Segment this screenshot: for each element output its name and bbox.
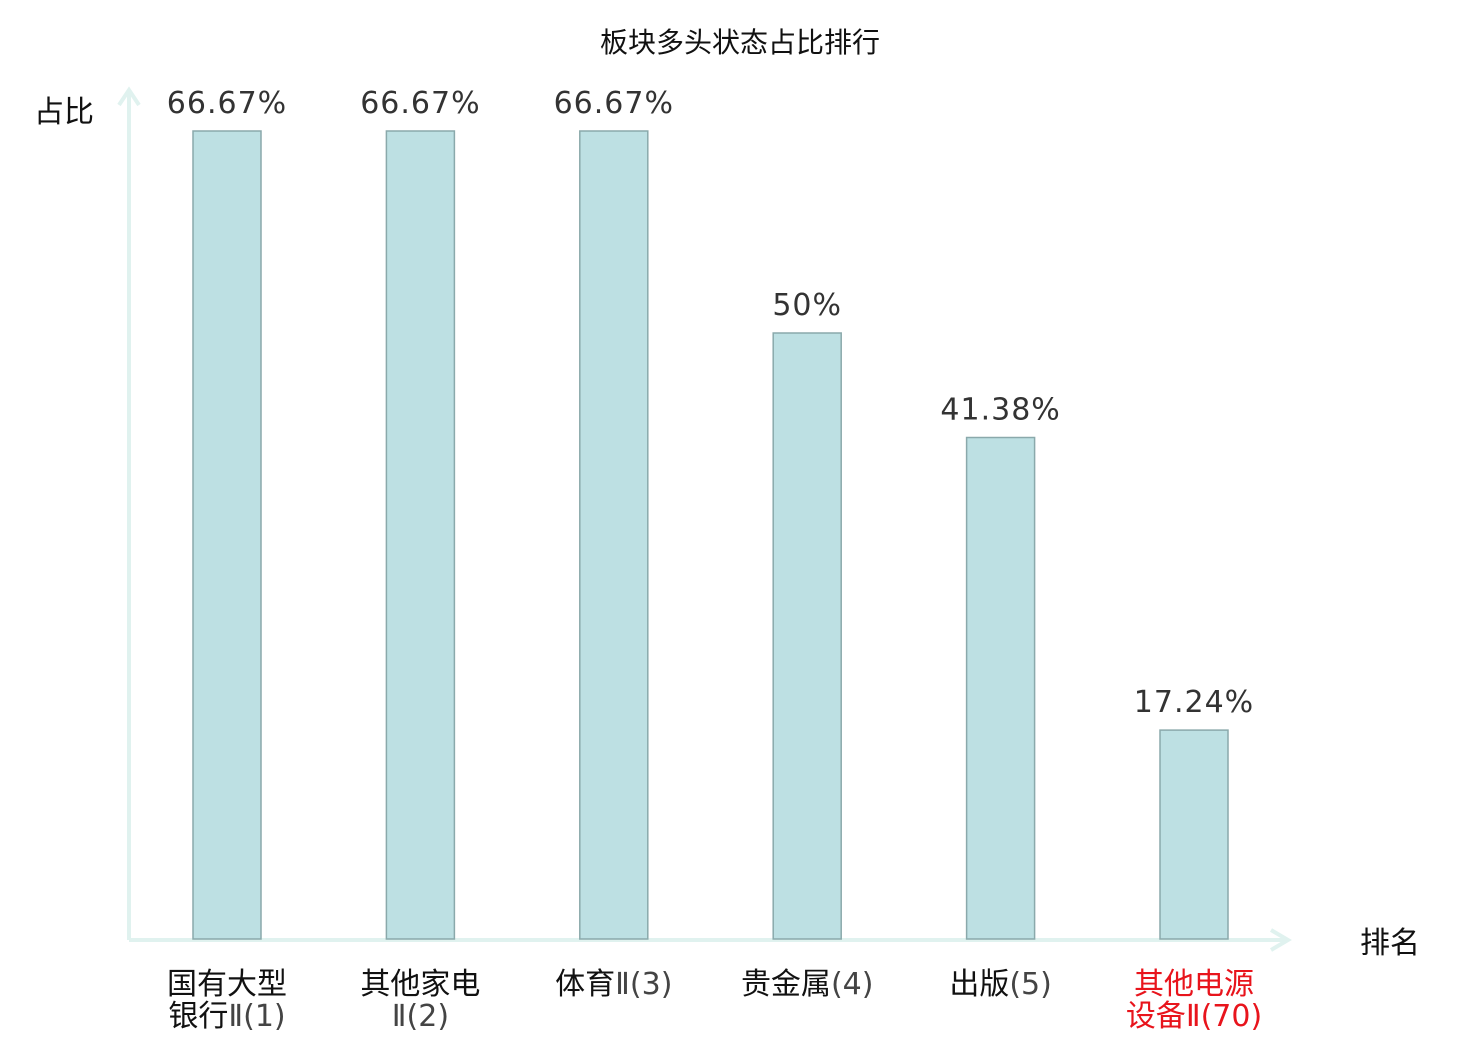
category-line2: Ⅱ(2) xyxy=(392,999,449,1034)
category-name-part: 体育 xyxy=(555,967,615,1002)
y-axis-arrow xyxy=(117,86,141,107)
value-label-3: 66.67% xyxy=(554,86,674,121)
category-name-part: 贵金属 xyxy=(741,967,831,1002)
category-name-part: 出版 xyxy=(949,967,1009,1002)
category-rank-part: Ⅱ(1) xyxy=(228,999,285,1034)
category-rank-part: (4) xyxy=(831,967,874,1002)
category-line2: 设备Ⅱ(70) xyxy=(1126,999,1262,1034)
category-name-part: 设备 xyxy=(1126,999,1186,1034)
category-line1: 其他家电 xyxy=(360,967,480,1002)
bar-1 xyxy=(192,130,262,940)
value-label-6: 17.24% xyxy=(1134,685,1254,720)
category-name-part: 银行 xyxy=(168,999,228,1034)
category-rank-part: Ⅱ(2) xyxy=(392,999,449,1034)
value-label-4: 50% xyxy=(772,288,842,323)
bar-5 xyxy=(965,436,1036,940)
category-label-5: 出版(5) xyxy=(949,967,1052,1002)
category-line1: 体育Ⅱ(3) xyxy=(555,967,672,1002)
category-line2: 银行Ⅱ(1) xyxy=(168,999,285,1034)
category-rank-part: Ⅱ(70) xyxy=(1186,999,1262,1034)
chart-title: 板块多头状态占比排行 xyxy=(600,26,880,59)
bar-2 xyxy=(385,130,456,940)
bar-4 xyxy=(772,332,842,940)
bar-6 xyxy=(1159,729,1229,940)
bar-3 xyxy=(579,130,649,940)
category-line1: 其他电源 xyxy=(1134,967,1254,1002)
category-label-4: 贵金属(4) xyxy=(741,967,874,1002)
value-label-5: 41.38% xyxy=(940,393,1060,428)
value-label-1: 66.67% xyxy=(167,86,287,121)
category-rank-part: (5) xyxy=(1009,967,1052,1002)
category-label-3: 体育Ⅱ(3) xyxy=(555,967,672,1002)
category-line1: 出版(5) xyxy=(949,967,1052,1002)
category-rank-part: Ⅱ(3) xyxy=(615,967,672,1002)
category-line1: 国有大型 xyxy=(167,967,287,1002)
x-axis-label: 排名 xyxy=(1360,926,1420,961)
category-line1: 贵金属(4) xyxy=(741,967,874,1002)
value-label-2: 66.67% xyxy=(360,86,480,121)
axes xyxy=(117,86,1292,952)
bars-group xyxy=(192,130,1229,940)
y-axis-label: 占比 xyxy=(34,95,94,130)
x-axis-arrow xyxy=(1269,928,1292,952)
value-labels-group: 66.67% 66.67% 66.67% 50% 41.38% 17.24% xyxy=(167,86,1254,720)
